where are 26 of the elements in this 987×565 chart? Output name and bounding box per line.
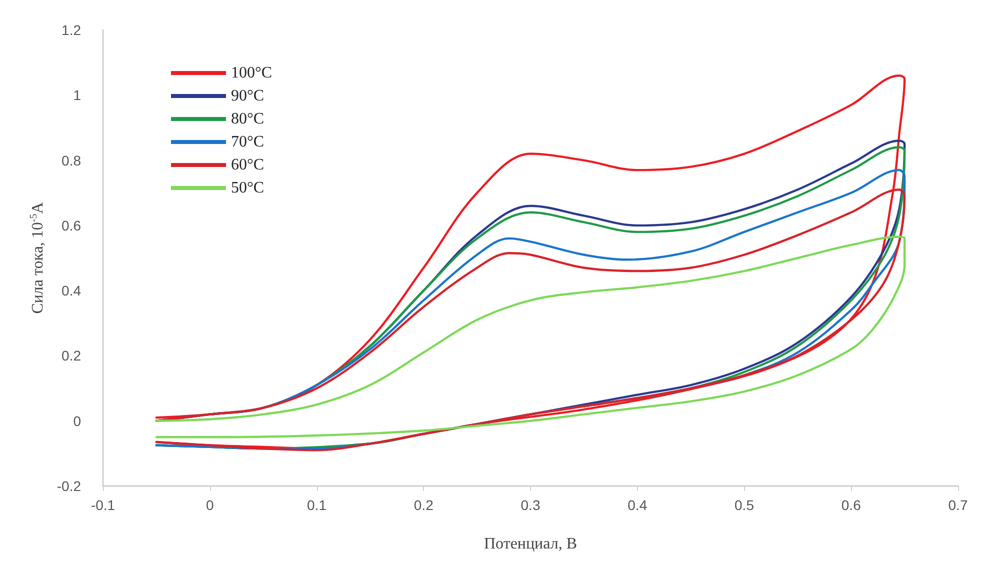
x-tick-label: 0.5 — [734, 497, 754, 513]
legend-label: 90°C — [231, 88, 264, 104]
x-tick-label: 0.2 — [414, 497, 434, 513]
y-tick-label: 0 — [73, 412, 82, 429]
x-tick-label: 0.3 — [520, 497, 540, 513]
y-axis-title: Сила тока, 10-5A — [28, 202, 46, 314]
y-tick-label: 0.2 — [62, 348, 82, 364]
x-tick-label: 0.7 — [948, 497, 968, 513]
legend-label: 100°C — [231, 64, 272, 82]
x-tick-label: 0.4 — [628, 497, 648, 513]
y-tick-label: 0.8 — [62, 152, 82, 168]
x-tick-label: 0.1 — [307, 497, 327, 513]
y-tick-label: 0.4 — [62, 282, 82, 299]
x-tick-label: 0 — [206, 497, 214, 513]
y-tick-label: 1.2 — [62, 22, 82, 38]
x-tick-label: -0.1 — [90, 497, 116, 513]
x-axis-title: Потенциал, В — [484, 536, 578, 552]
y-tick-label: 1 — [73, 87, 82, 104]
legend-label: 60°C — [231, 156, 264, 174]
y-tick-label: -0.2 — [56, 478, 82, 494]
legend-label: 80°C — [231, 110, 264, 128]
x-tick-label: 0.6 — [841, 497, 862, 513]
legend-label: 50°C — [231, 180, 264, 196]
legend-label: 70°C — [231, 134, 264, 150]
y-tick-label: 0.6 — [62, 217, 82, 234]
line-series — [155, 236, 906, 438]
